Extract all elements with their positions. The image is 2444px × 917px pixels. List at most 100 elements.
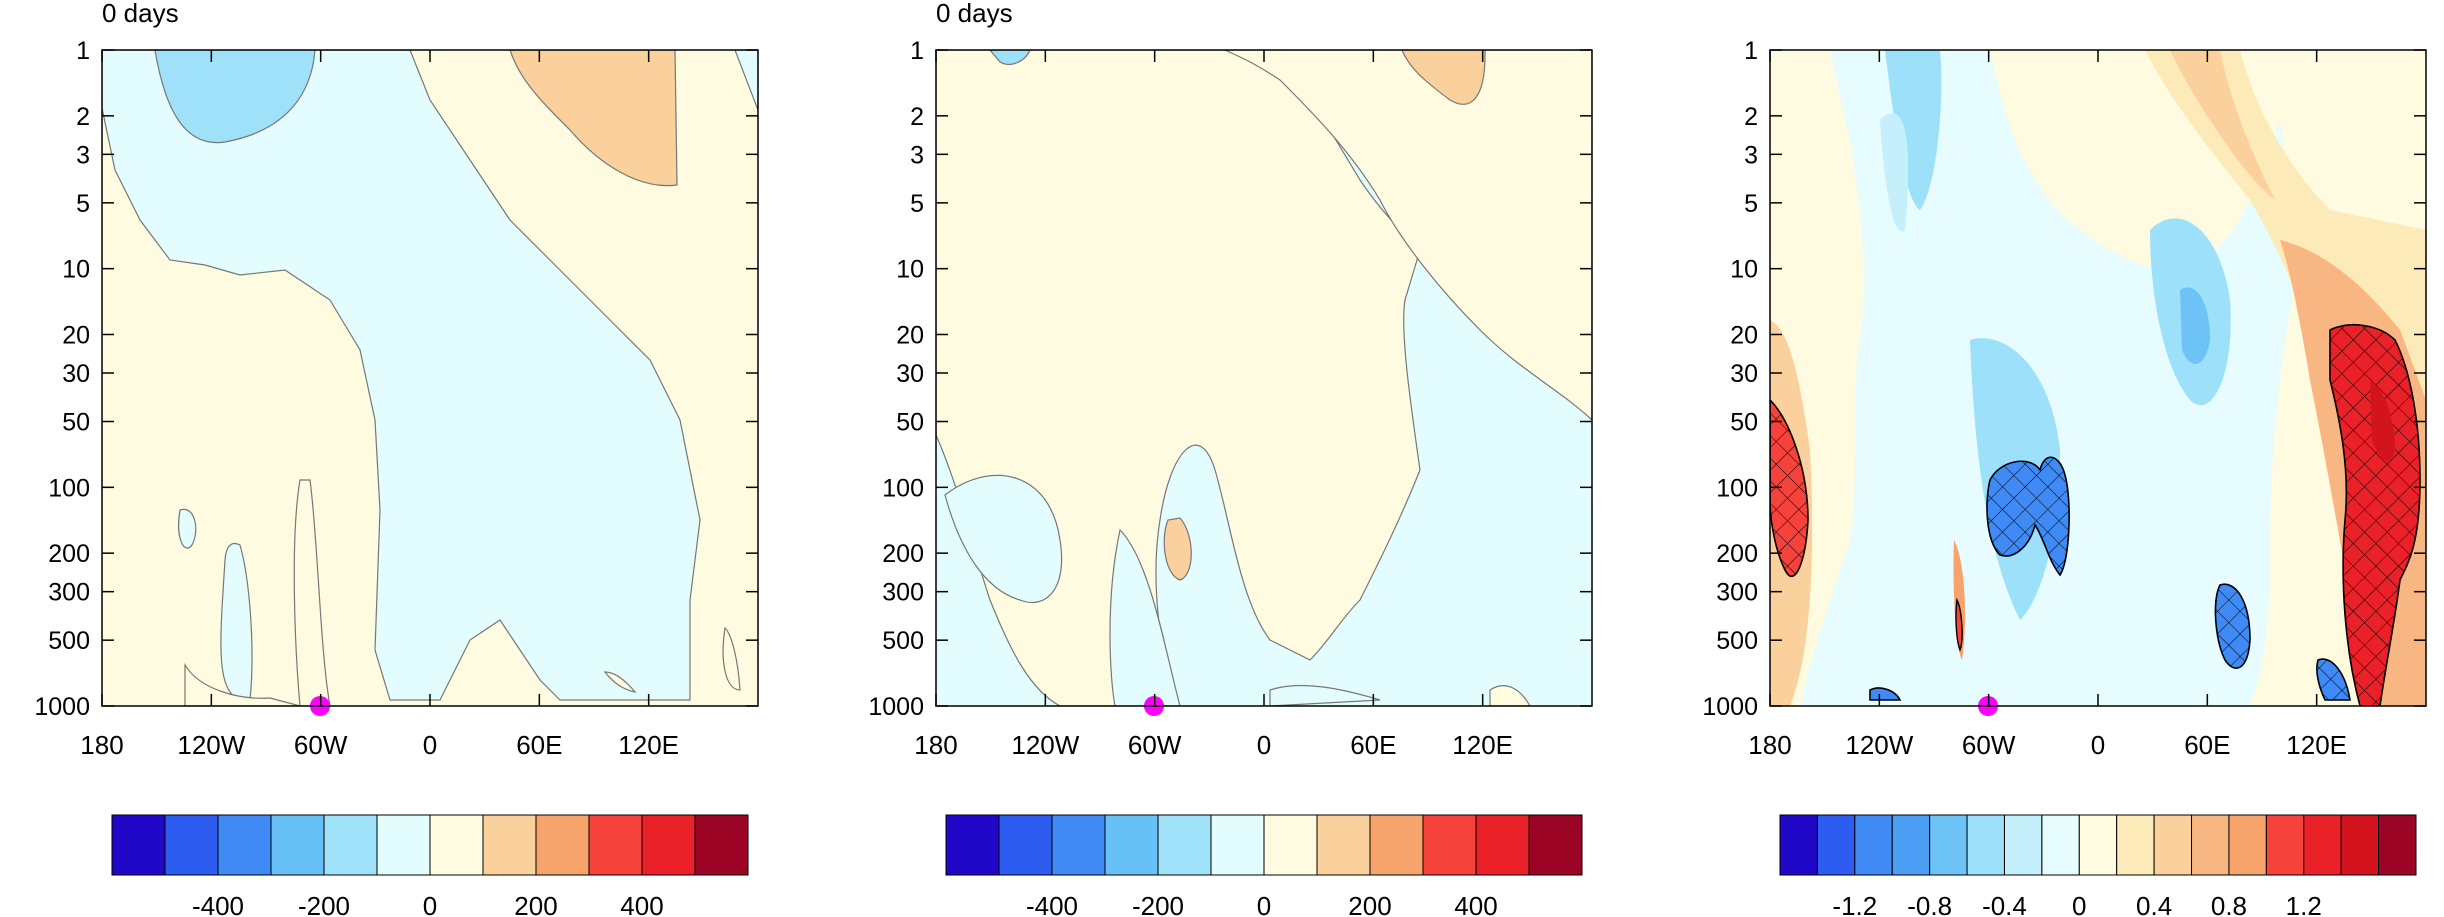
y-tick-label: 50 (896, 409, 924, 437)
y-tick-label: 20 (62, 321, 90, 349)
y-tick-label: 10 (62, 256, 90, 284)
colorbar-label: 200 (514, 891, 557, 917)
colorbar-label: 0 (1257, 891, 1271, 917)
colorbar-swatch (588, 814, 643, 876)
colorbar-swatch (1929, 814, 1968, 876)
y-tick-label: 10 (1730, 256, 1758, 284)
y-tick-label: 5 (1744, 190, 1758, 218)
colorbar-swatch (535, 814, 590, 876)
y-tick-label: 20 (896, 321, 924, 349)
contour-field (102, 50, 758, 706)
x-tick-label: 120E (618, 730, 679, 760)
colorbar: -400 -200 0 200 400 (111, 814, 749, 917)
colorbar-swatch (2041, 814, 2080, 876)
colorbar-swatch (1528, 814, 1583, 876)
colorbar-swatch (1316, 814, 1371, 876)
x-tick-label: 60E (2184, 730, 2230, 760)
colorbar-label: -400 (1026, 891, 1078, 917)
colorbar-label: -0.8 (1907, 891, 1952, 917)
colorbar-swatch (998, 814, 1053, 876)
y-tick-label: 50 (62, 409, 90, 437)
x-tick-label: 120W (1011, 730, 1079, 760)
colorbar-swatch (2116, 814, 2155, 876)
axes: 1 2 3 5 10 20 30 50 100 200 300 500 1000 180 120W 60W 0 6… (34, 37, 758, 760)
colorbar-swatch (2265, 814, 2305, 876)
x-tick-label: 120W (177, 730, 245, 760)
colorbar-label: 0.4 (2136, 891, 2172, 917)
colorbar-swatch (2003, 814, 2043, 876)
y-tick-label: 1000 (34, 693, 90, 721)
colorbar-swatch (1891, 814, 1931, 876)
colorbar-swatch (2340, 814, 2380, 876)
colorbar-swatch (217, 814, 272, 876)
colorbar-swatch (641, 814, 696, 876)
colorbar-swatch (2153, 814, 2193, 876)
axes: 1 2 3 5 10 20 30 50 100 200 300 500 1000 180 120W 60W 0 6… (1702, 37, 2426, 760)
y-tick-label: 1 (1744, 37, 1758, 65)
colorbar-swatch (2378, 814, 2417, 876)
x-tick-label: 120W (1845, 730, 1913, 760)
colorbar-swatch (1779, 814, 1818, 876)
x-tick-label: 60W (1962, 730, 2016, 760)
x-tick-label: 60W (294, 730, 348, 760)
colorbar-swatch (2228, 814, 2267, 876)
x-tick-label: 0 (1257, 730, 1271, 760)
colorbar-swatch (429, 814, 484, 876)
colorbar-label: 0 (2072, 891, 2086, 917)
colorbar-swatch (694, 814, 749, 876)
y-tick-label: 5 (76, 190, 90, 218)
x-tick-label: 0 (423, 730, 437, 760)
colorbar-label: -400 (192, 891, 244, 917)
colorbar-swatch (1369, 814, 1424, 876)
colorbar: -400 -200 0 200 400 (945, 814, 1583, 917)
y-tick-label: 3 (1744, 141, 1758, 169)
y-tick-label: 100 (1716, 474, 1758, 502)
x-tick-label: 60W (1128, 730, 1182, 760)
colorbar-swatch (945, 814, 1000, 876)
panel-middle: 0 days 1 2 3 5 10 20 30 50 100 200 300 500 1000 180 12… (868, 0, 1593, 917)
y-tick-label: 500 (48, 627, 90, 655)
y-tick-label: 1000 (1702, 693, 1758, 721)
axes: 1 2 3 5 10 20 30 50 100 200 300 500 1000 180 120W 60W 0 6… (868, 37, 1592, 760)
colorbar-swatch (1475, 814, 1530, 876)
colorbar-swatch (2078, 814, 2118, 876)
colorbar-swatch (1816, 814, 1856, 876)
colorbar: -1.2 -0.8 -0.4 0 0.4 0.8 1.2 (1779, 814, 2417, 917)
panel-left: 0 days 1 2 3 5 10 20 30 50 100 200 300 500 1000 180 12… (34, 0, 759, 917)
contour-field (936, 50, 1592, 706)
panel-right: 1 2 3 5 10 20 30 50 100 200 300 500 1000 180 120W 60W 0 6… (1702, 37, 2427, 917)
colorbar-label: -0.4 (1982, 891, 2027, 917)
colorbar-label: 1.2 (2286, 891, 2322, 917)
x-tick-label: 180 (80, 730, 123, 760)
colorbar-swatch (111, 814, 166, 876)
colorbar-swatch (1966, 814, 2005, 876)
y-tick-label: 500 (882, 627, 924, 655)
y-tick-label: 500 (1716, 627, 1758, 655)
x-tick-label: 120E (1452, 730, 1513, 760)
y-tick-label: 50 (1730, 409, 1758, 437)
colorbar-swatch (376, 814, 431, 876)
y-tick-label: 1000 (868, 693, 924, 721)
colorbar-label: -1.2 (1832, 891, 1877, 917)
colorbar-label: 400 (620, 891, 663, 917)
colorbar-label: 400 (1454, 891, 1497, 917)
colorbar-swatch (482, 814, 537, 876)
y-tick-label: 300 (48, 579, 90, 607)
colorbar-swatch (1051, 814, 1106, 876)
colorbar-label: -200 (1132, 891, 1184, 917)
y-tick-label: 30 (1730, 360, 1758, 388)
y-tick-label: 100 (48, 474, 90, 502)
colorbar-swatch (323, 814, 378, 876)
x-tick-label: 0 (2091, 730, 2105, 760)
y-tick-label: 300 (1716, 579, 1758, 607)
colorbar-label: 0 (423, 891, 437, 917)
y-tick-label: 2 (76, 103, 90, 131)
y-tick-label: 2 (910, 103, 924, 131)
y-tick-label: 1 (910, 37, 924, 65)
x-tick-label: 120E (2286, 730, 2347, 760)
colorbar-label: 0.8 (2211, 891, 2247, 917)
y-tick-label: 200 (1716, 540, 1758, 568)
y-tick-label: 30 (896, 360, 924, 388)
y-tick-label: 5 (910, 190, 924, 218)
